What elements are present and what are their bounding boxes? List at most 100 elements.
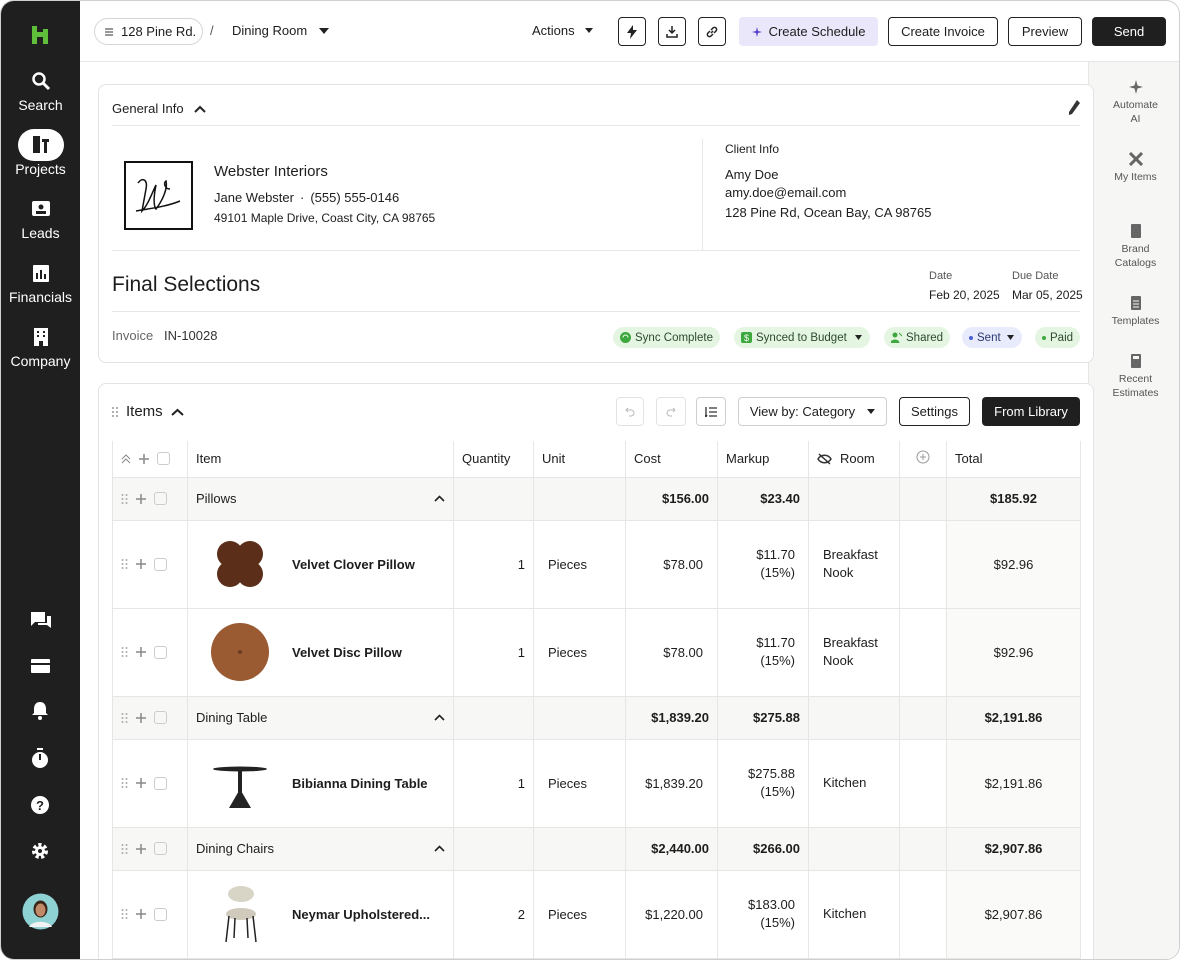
item-name: Velvet Disc Pillow xyxy=(292,644,402,660)
item-name: Bibianna Dining Table xyxy=(292,775,428,791)
markup-percent: (15%) xyxy=(760,784,795,799)
status-badge[interactable]: $ Synced to Budget xyxy=(734,327,870,348)
empty-cell xyxy=(453,476,534,521)
download-button[interactable] xyxy=(658,17,686,46)
nav-search[interactable]: Search xyxy=(1,71,80,113)
nav-label: Company xyxy=(10,353,71,369)
breadcrumb-separator: / xyxy=(210,23,214,38)
actions-menu[interactable]: Actions xyxy=(532,23,593,38)
markup: $183.00 xyxy=(748,897,795,912)
markup-percent: (15%) xyxy=(760,915,795,930)
nav-projects[interactable]: Projects xyxy=(1,135,80,177)
add-column[interactable] xyxy=(899,441,947,478)
invoice-number: IN-10028 xyxy=(164,328,218,343)
svg-text:$: $ xyxy=(744,333,749,343)
company-address: 49101 Maple Drive, Coast City, CA 98765 xyxy=(214,211,436,225)
group-total: $2,191.86 xyxy=(946,695,1081,740)
tool-recent-estimates[interactable]: Recent Estimates xyxy=(1089,354,1179,400)
room: Kitchen xyxy=(808,869,900,959)
general-info-toggle[interactable]: General Info xyxy=(112,101,206,116)
tool-label: Automate AI xyxy=(1113,99,1158,125)
create-invoice-button[interactable]: Create Invoice xyxy=(888,17,998,46)
group-name: Dining Table xyxy=(196,710,268,725)
status-badge: Paid xyxy=(1035,327,1081,348)
empty-cell xyxy=(533,695,626,740)
status-text: Sent xyxy=(977,331,1001,344)
user-avatar[interactable] xyxy=(22,893,59,930)
general-info-card xyxy=(98,84,1094,363)
item-name: Neymar Upholstered... xyxy=(292,906,430,922)
divider xyxy=(112,311,1080,312)
item-wrap: Velvet Clover Pillow xyxy=(196,534,445,594)
table-header: Item Quantity Unit Cost Markup Room Total xyxy=(112,441,1081,478)
column-header: Cost xyxy=(625,441,718,478)
settings-button[interactable]: Settings xyxy=(899,397,970,426)
group-name-cell[interactable]: Dining Chairs xyxy=(187,826,454,871)
column-label: Quantity xyxy=(462,451,511,467)
unit: Pieces xyxy=(533,607,626,697)
nav-active-pill xyxy=(18,129,64,161)
sort-button[interactable] xyxy=(696,397,726,426)
row-controls xyxy=(112,826,188,871)
create-schedule-button[interactable]: Create Schedule xyxy=(739,17,878,46)
markup: $11.70 xyxy=(756,547,795,562)
breadcrumb-room[interactable]: Dining Room xyxy=(232,23,330,38)
column-label: Markup xyxy=(726,451,770,467)
group-total: $185.92 xyxy=(946,476,1081,521)
group-name: Dining Chairs xyxy=(196,841,275,856)
date: Feb 20, 2025 xyxy=(929,288,1000,302)
item-row: Bibianna Dining Table 1 Pieces $1,839.20 $27… xyxy=(112,738,1081,828)
quick-action-button[interactable] xyxy=(618,17,646,46)
breadcrumb-project[interactable]: 128 Pine Rd. xyxy=(94,18,203,45)
nav-company[interactable]: Company xyxy=(1,327,80,369)
markup: $275.88 xyxy=(748,766,795,781)
column-label: Total xyxy=(955,451,983,467)
nav-leads[interactable]: Leads xyxy=(1,199,80,241)
divider xyxy=(112,125,1080,126)
total: $92.96 xyxy=(946,519,1081,609)
row-controls xyxy=(112,476,188,521)
tool-brand-catalogs[interactable]: Brand Catalogs xyxy=(1089,224,1179,270)
from-library-button[interactable]: From Library xyxy=(982,397,1080,426)
total: $2,907.86 xyxy=(946,869,1081,959)
markup-percent: (15%) xyxy=(760,565,795,580)
item-image xyxy=(210,622,270,682)
empty-cell xyxy=(808,695,900,740)
empty-cell xyxy=(899,869,947,959)
tool-automate[interactable]: Automate AI xyxy=(1089,80,1179,126)
column-label: Unit xyxy=(542,451,566,467)
group-name-cell[interactable]: Pillows xyxy=(187,476,454,521)
document-title: Final Selections xyxy=(112,273,261,296)
quantity: 1 xyxy=(453,738,534,828)
group-row: Pillows $156.00 $23.40 $185.92 xyxy=(112,476,1081,521)
due-date-label: Due Date xyxy=(1012,270,1059,282)
redo-button[interactable] xyxy=(656,397,686,426)
button-label: Create Schedule xyxy=(768,24,866,39)
invoice-label: Invoice xyxy=(112,328,154,343)
link-button[interactable] xyxy=(698,17,726,46)
item-image xyxy=(210,753,270,813)
preview-button[interactable]: Preview xyxy=(1008,17,1082,46)
nav-financials[interactable]: Financials xyxy=(1,263,80,305)
tool-templates[interactable]: Templates xyxy=(1089,296,1179,328)
group-total: $2,907.86 xyxy=(946,826,1081,871)
send-button[interactable]: Send xyxy=(1092,17,1166,46)
group-cost: $1,839.20 xyxy=(625,695,718,740)
nav-label: Search xyxy=(18,97,63,113)
due-date: Mar 05, 2025 xyxy=(1012,288,1083,302)
header-controls xyxy=(112,441,188,478)
nav-label: Projects xyxy=(15,161,66,177)
tool-my-items[interactable]: My Items xyxy=(1089,152,1179,184)
group-name-cell[interactable]: Dining Table xyxy=(187,695,454,740)
items-toggle[interactable]: Items xyxy=(112,403,184,420)
status-badge[interactable]: Sent xyxy=(962,327,1022,348)
button-label: Preview xyxy=(1021,24,1069,39)
divider xyxy=(702,139,703,250)
view-by-dropdown[interactable]: View by: Category xyxy=(738,397,887,426)
column-header: Total xyxy=(946,441,1081,478)
undo-button[interactable] xyxy=(616,397,644,426)
edit-icon[interactable] xyxy=(1068,100,1080,116)
svg-text:?: ? xyxy=(36,798,44,813)
button-label: Settings xyxy=(911,404,958,419)
